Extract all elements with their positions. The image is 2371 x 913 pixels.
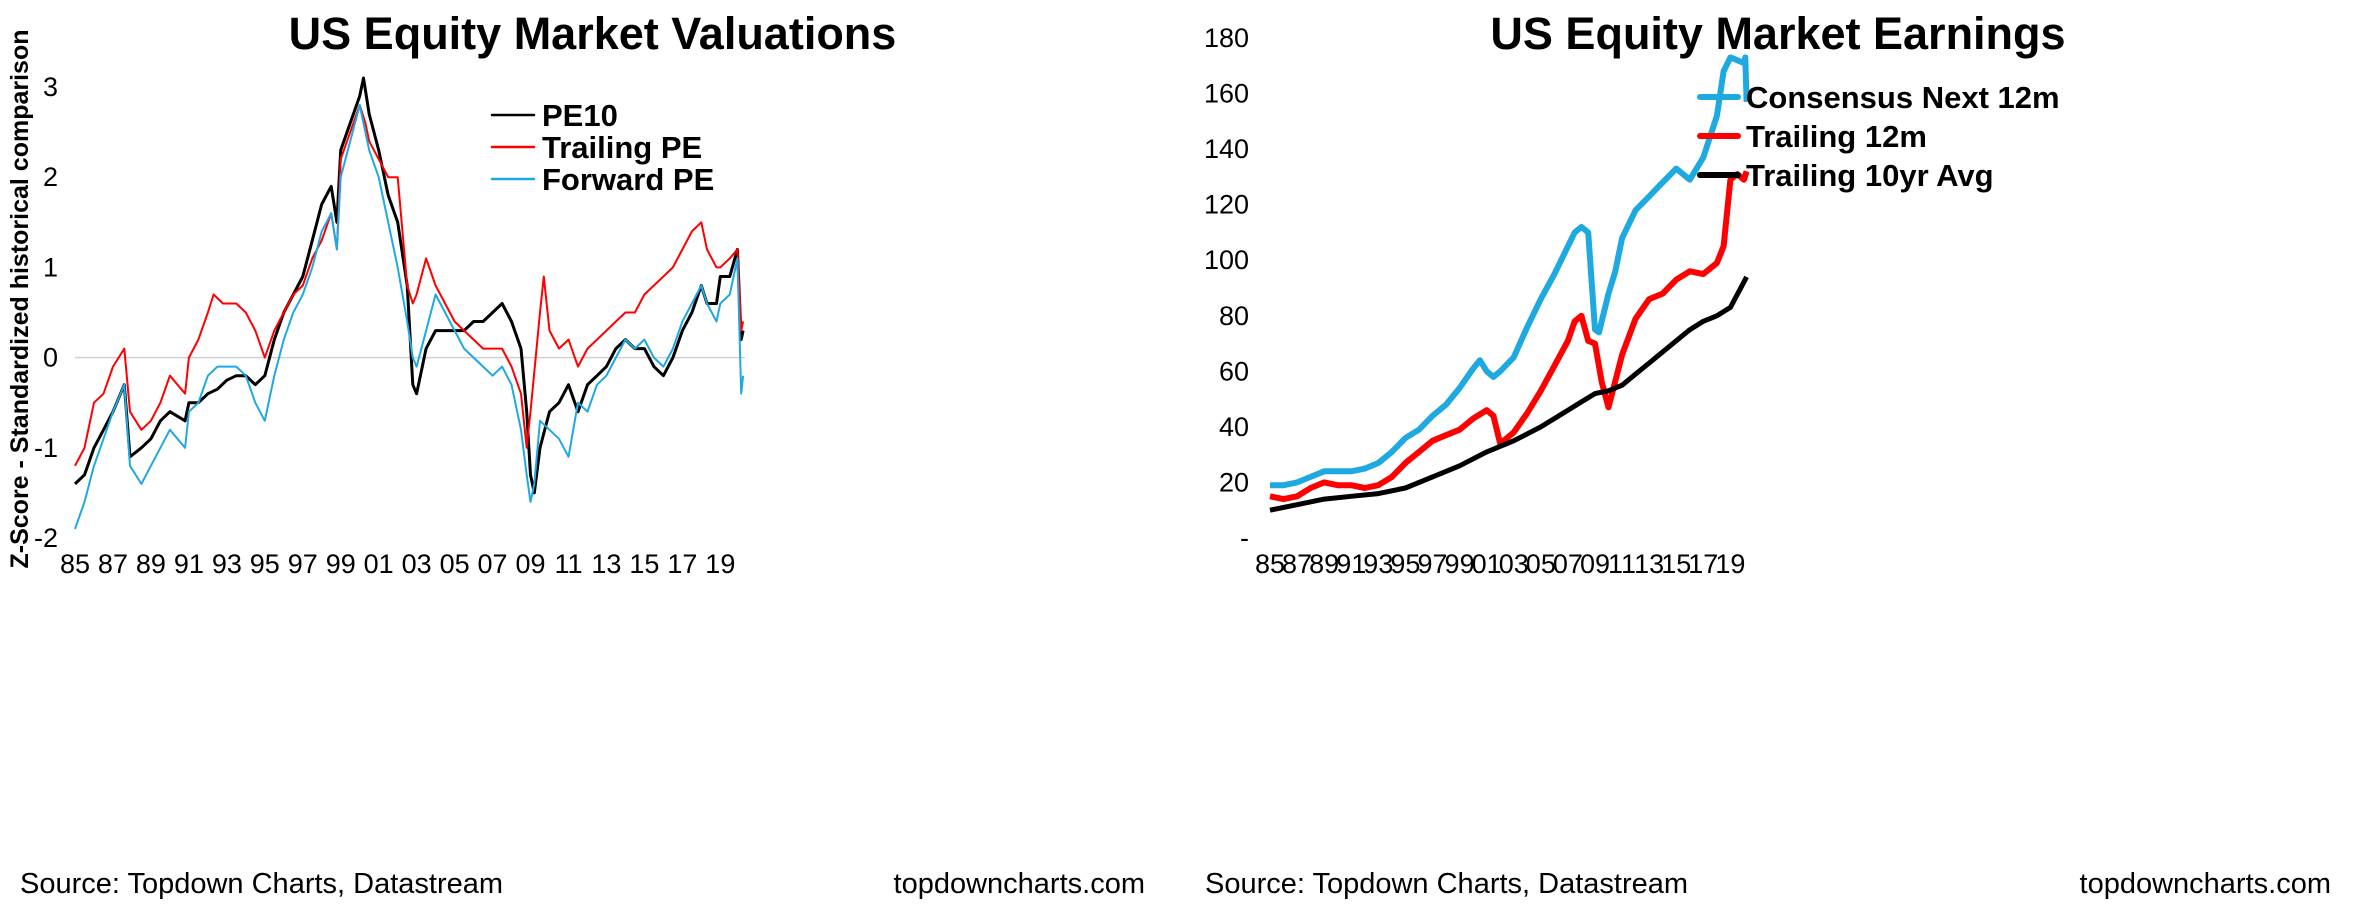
y-tick-label: 160 xyxy=(1204,79,1249,109)
legend-label: Forward PE xyxy=(542,162,714,197)
x-tick-label: 93 xyxy=(212,549,242,579)
x-tick-label: 87 xyxy=(1282,549,1312,579)
x-tick-label: 19 xyxy=(705,549,735,579)
x-tick-label: 87 xyxy=(98,549,128,579)
legend-label: Consensus Next 12m xyxy=(1746,80,2060,115)
earnings-chart-title: US Equity Market Earnings xyxy=(1490,8,2066,59)
y-axis-title: Z-Score - Standardized historical compar… xyxy=(6,29,34,568)
earnings-credit: topdowncharts.com xyxy=(2079,868,2331,900)
y-tick-label: 100 xyxy=(1204,245,1249,275)
valuations-chart-title: US Equity Market Valuations xyxy=(288,8,897,59)
x-tick-label: 03 xyxy=(1499,549,1529,579)
earnings-chart-panel: US Equity Market Earnings - 20 40 60 80 100 12… xyxy=(1185,0,2371,913)
earnings-source-note: Source: Topdown Charts, Datastream xyxy=(1205,868,1689,900)
x-tick-label: 97 xyxy=(288,549,318,579)
y-tick-label: 180 xyxy=(1204,23,1249,53)
x-tick-label: 07 xyxy=(1553,549,1583,579)
x-tick-label: 01 xyxy=(364,549,394,579)
legend-label: Trailing 12m xyxy=(1746,119,1927,154)
y-tick-label: 0 xyxy=(43,343,58,373)
x-tick-label: 85 xyxy=(1255,549,1285,579)
series-line-trailing-10yr-avg xyxy=(1269,275,1749,513)
legend-label: Trailing PE xyxy=(542,130,702,165)
earnings-chart: - 20 40 60 80 100 120 140 160 180 8587899193959799… xyxy=(1204,23,2060,579)
x-tick-label: 85 xyxy=(60,549,90,579)
series-line-trailing-12m xyxy=(1269,170,1750,503)
x-tick-label: 97 xyxy=(1417,549,1447,579)
y-tick-label: -1 xyxy=(34,433,58,463)
y-tick-label: 1 xyxy=(43,252,58,282)
y-tick-label: 20 xyxy=(1219,467,1249,497)
x-tick-label: 91 xyxy=(174,549,204,579)
x-tick-label: 93 xyxy=(1363,549,1393,579)
y-tick-label: -2 xyxy=(34,523,58,553)
valuations-chart-panel: US Equity Market Valuations -2 -1 0 1 2 3 85 87… xyxy=(0,0,1185,913)
x-tick-label: 13 xyxy=(1634,549,1664,579)
y-tick-label: 40 xyxy=(1219,412,1249,442)
valuations-credit: topdowncharts.com xyxy=(893,868,1145,900)
x-tick-label: 17 xyxy=(667,549,697,579)
y-tick-label: 3 xyxy=(43,72,58,102)
y-tick-label: 140 xyxy=(1204,134,1249,164)
y-tick-label: 80 xyxy=(1219,301,1249,331)
x-tick-label: 91 xyxy=(1336,549,1366,579)
x-tick-label: 05 xyxy=(440,549,470,579)
x-tick-label: 09 xyxy=(1580,549,1610,579)
valuations-source-note: Source: Topdown Charts, Datastream xyxy=(20,868,504,900)
y-tick-label: - xyxy=(1240,523,1249,553)
x-tick-label: 09 xyxy=(516,549,546,579)
x-tick-label: 11 xyxy=(554,549,582,579)
series-line-trailing-pe xyxy=(74,104,745,467)
x-tick-label: 11 xyxy=(1608,549,1636,579)
x-tick-label: 99 xyxy=(326,549,356,579)
x-tick-label: 13 xyxy=(591,549,621,579)
y-tick-label: 2 xyxy=(43,162,58,192)
x-tick-label: 15 xyxy=(1661,549,1691,579)
legend-label: Trailing 10yr Avg xyxy=(1746,158,1994,193)
x-tick-label: 95 xyxy=(250,549,280,579)
x-tick-label: 01 xyxy=(1472,549,1502,579)
series-line-consensus-next-12m xyxy=(1270,54,1750,489)
legend-label: PE10 xyxy=(542,98,618,133)
y-tick-label: 120 xyxy=(1204,190,1249,220)
y-tick-label: 60 xyxy=(1219,356,1249,386)
x-tick-label: 95 xyxy=(1390,549,1420,579)
x-tick-label: 05 xyxy=(1526,549,1556,579)
x-tick-label: 03 xyxy=(402,549,432,579)
series-line-forward-pe xyxy=(74,104,745,530)
x-tick-label: 07 xyxy=(478,549,508,579)
x-tick-label: 89 xyxy=(1309,549,1339,579)
x-tick-label: 99 xyxy=(1445,549,1475,579)
x-tick-label: 17 xyxy=(1688,549,1718,579)
x-tick-label: 15 xyxy=(629,549,659,579)
x-tick-label: 89 xyxy=(136,549,166,579)
x-tick-label: 19 xyxy=(1715,549,1745,579)
